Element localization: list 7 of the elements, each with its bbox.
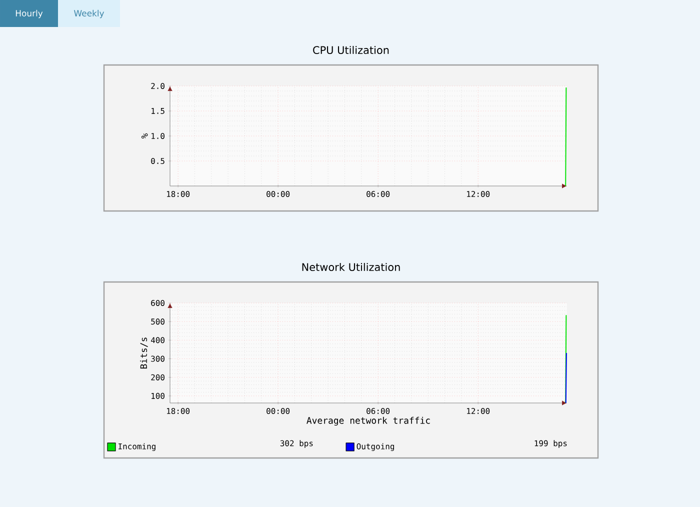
chart-title: CPU Utilization	[313, 46, 389, 54]
x-axis-title: Average network traffic	[306, 416, 430, 426]
text: Hourly	[16, 10, 43, 18]
y-axis-title: Bits/s	[140, 338, 148, 368]
chart-title: Network Utilization	[302, 262, 400, 272]
text: Weekly	[74, 10, 104, 18]
y-axis-title: %	[141, 133, 148, 139]
